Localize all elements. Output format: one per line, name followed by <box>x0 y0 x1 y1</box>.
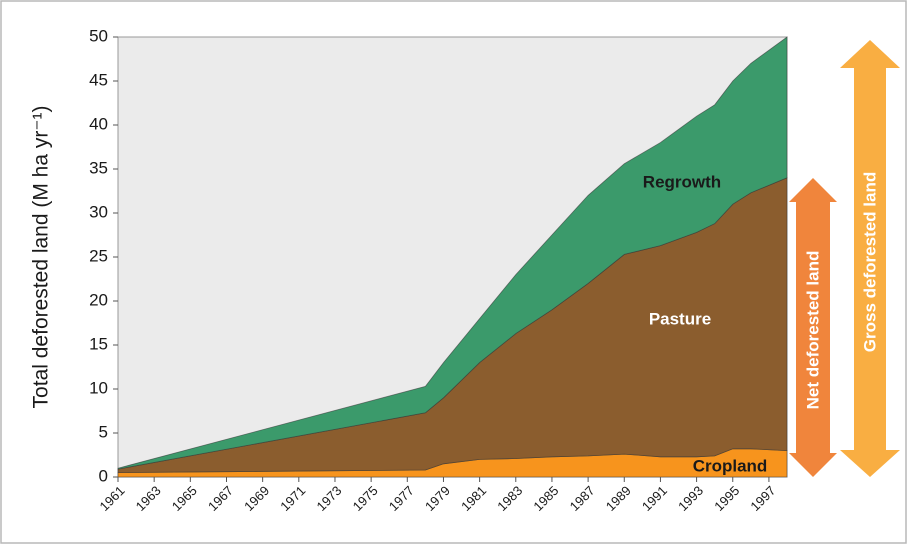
y-tick-label: 30 <box>89 202 108 221</box>
y-tick-label: 45 <box>89 70 108 89</box>
y-tick-label: 25 <box>89 246 108 265</box>
y-tick-label: 35 <box>89 158 108 177</box>
gross-label: Gross deforested land <box>860 172 879 352</box>
series-label: Regrowth <box>643 172 721 191</box>
gross-arrow <box>840 40 900 477</box>
areas <box>117 36 788 478</box>
y-tick-label: 15 <box>89 334 108 353</box>
series-label: Pasture <box>649 309 711 328</box>
y-tick-label: 10 <box>89 378 108 397</box>
y-tick-label: 5 <box>99 422 108 441</box>
y-tick-label: 20 <box>89 290 108 309</box>
y-tick-label: 0 <box>99 466 108 485</box>
series-label: Cropland <box>693 456 768 475</box>
y-axis-label: Total deforested land (M ha yr⁻¹) <box>30 106 53 409</box>
net-arrow <box>789 178 837 477</box>
area-regrowth <box>117 36 788 470</box>
y-tick-label: 40 <box>89 114 108 133</box>
net-label: Net deforested land <box>803 251 822 410</box>
y-tick-label: 50 <box>89 26 108 45</box>
